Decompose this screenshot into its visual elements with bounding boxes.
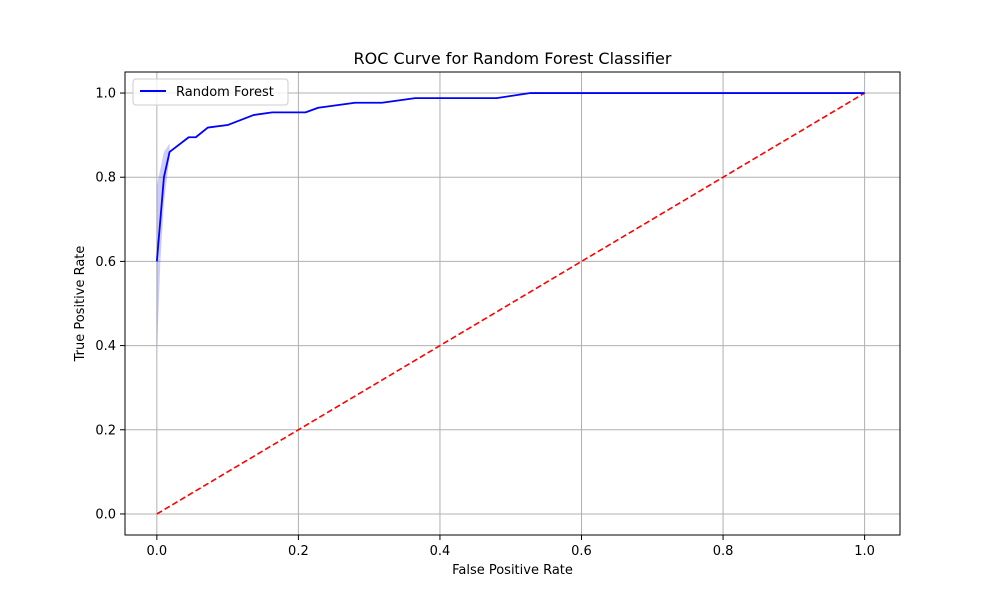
y-tick-label: 0.6 bbox=[95, 255, 116, 270]
series-layer bbox=[155, 92, 865, 262]
series-line-random-forest bbox=[155, 92, 865, 262]
reference-diagonal-line bbox=[156, 92, 866, 515]
chart-title: ROC Curve for Random Forest Classifier bbox=[354, 49, 672, 68]
confidence-band bbox=[156, 143, 170, 355]
legend-label-random-forest: Random Forest bbox=[176, 85, 274, 100]
x-tick-label: 0.0 bbox=[147, 544, 168, 559]
x-tick-label: 1.0 bbox=[854, 544, 875, 559]
y-tick-label: 0.0 bbox=[95, 507, 116, 522]
legend-box bbox=[132, 78, 289, 106]
x-axis-label: False Positive Rate bbox=[452, 563, 573, 578]
grid bbox=[125, 72, 900, 535]
reference-line-layer bbox=[156, 92, 866, 515]
y-tick-label: 1.0 bbox=[95, 87, 116, 102]
y-axis: 0.0 0.2 0.4 0.6 0.8 1.0 bbox=[95, 87, 125, 522]
x-tick-label: 0.4 bbox=[430, 544, 451, 559]
legend: Random Forest bbox=[132, 78, 289, 106]
y-axis-label: True Positive Rate bbox=[73, 246, 88, 363]
y-tick-label: 0.4 bbox=[95, 339, 116, 354]
x-axis: 0.0 0.2 0.4 0.6 0.8 1.0 bbox=[147, 535, 875, 559]
x-tick-label: 0.8 bbox=[713, 544, 734, 559]
x-tick-label: 0.2 bbox=[288, 544, 309, 559]
x-tick-label: 0.6 bbox=[571, 544, 592, 559]
confidence-band-layer bbox=[156, 143, 170, 355]
plot-frame bbox=[124, 71, 901, 536]
y-tick-label: 0.2 bbox=[95, 423, 116, 438]
y-tick-label: 0.8 bbox=[95, 171, 116, 186]
